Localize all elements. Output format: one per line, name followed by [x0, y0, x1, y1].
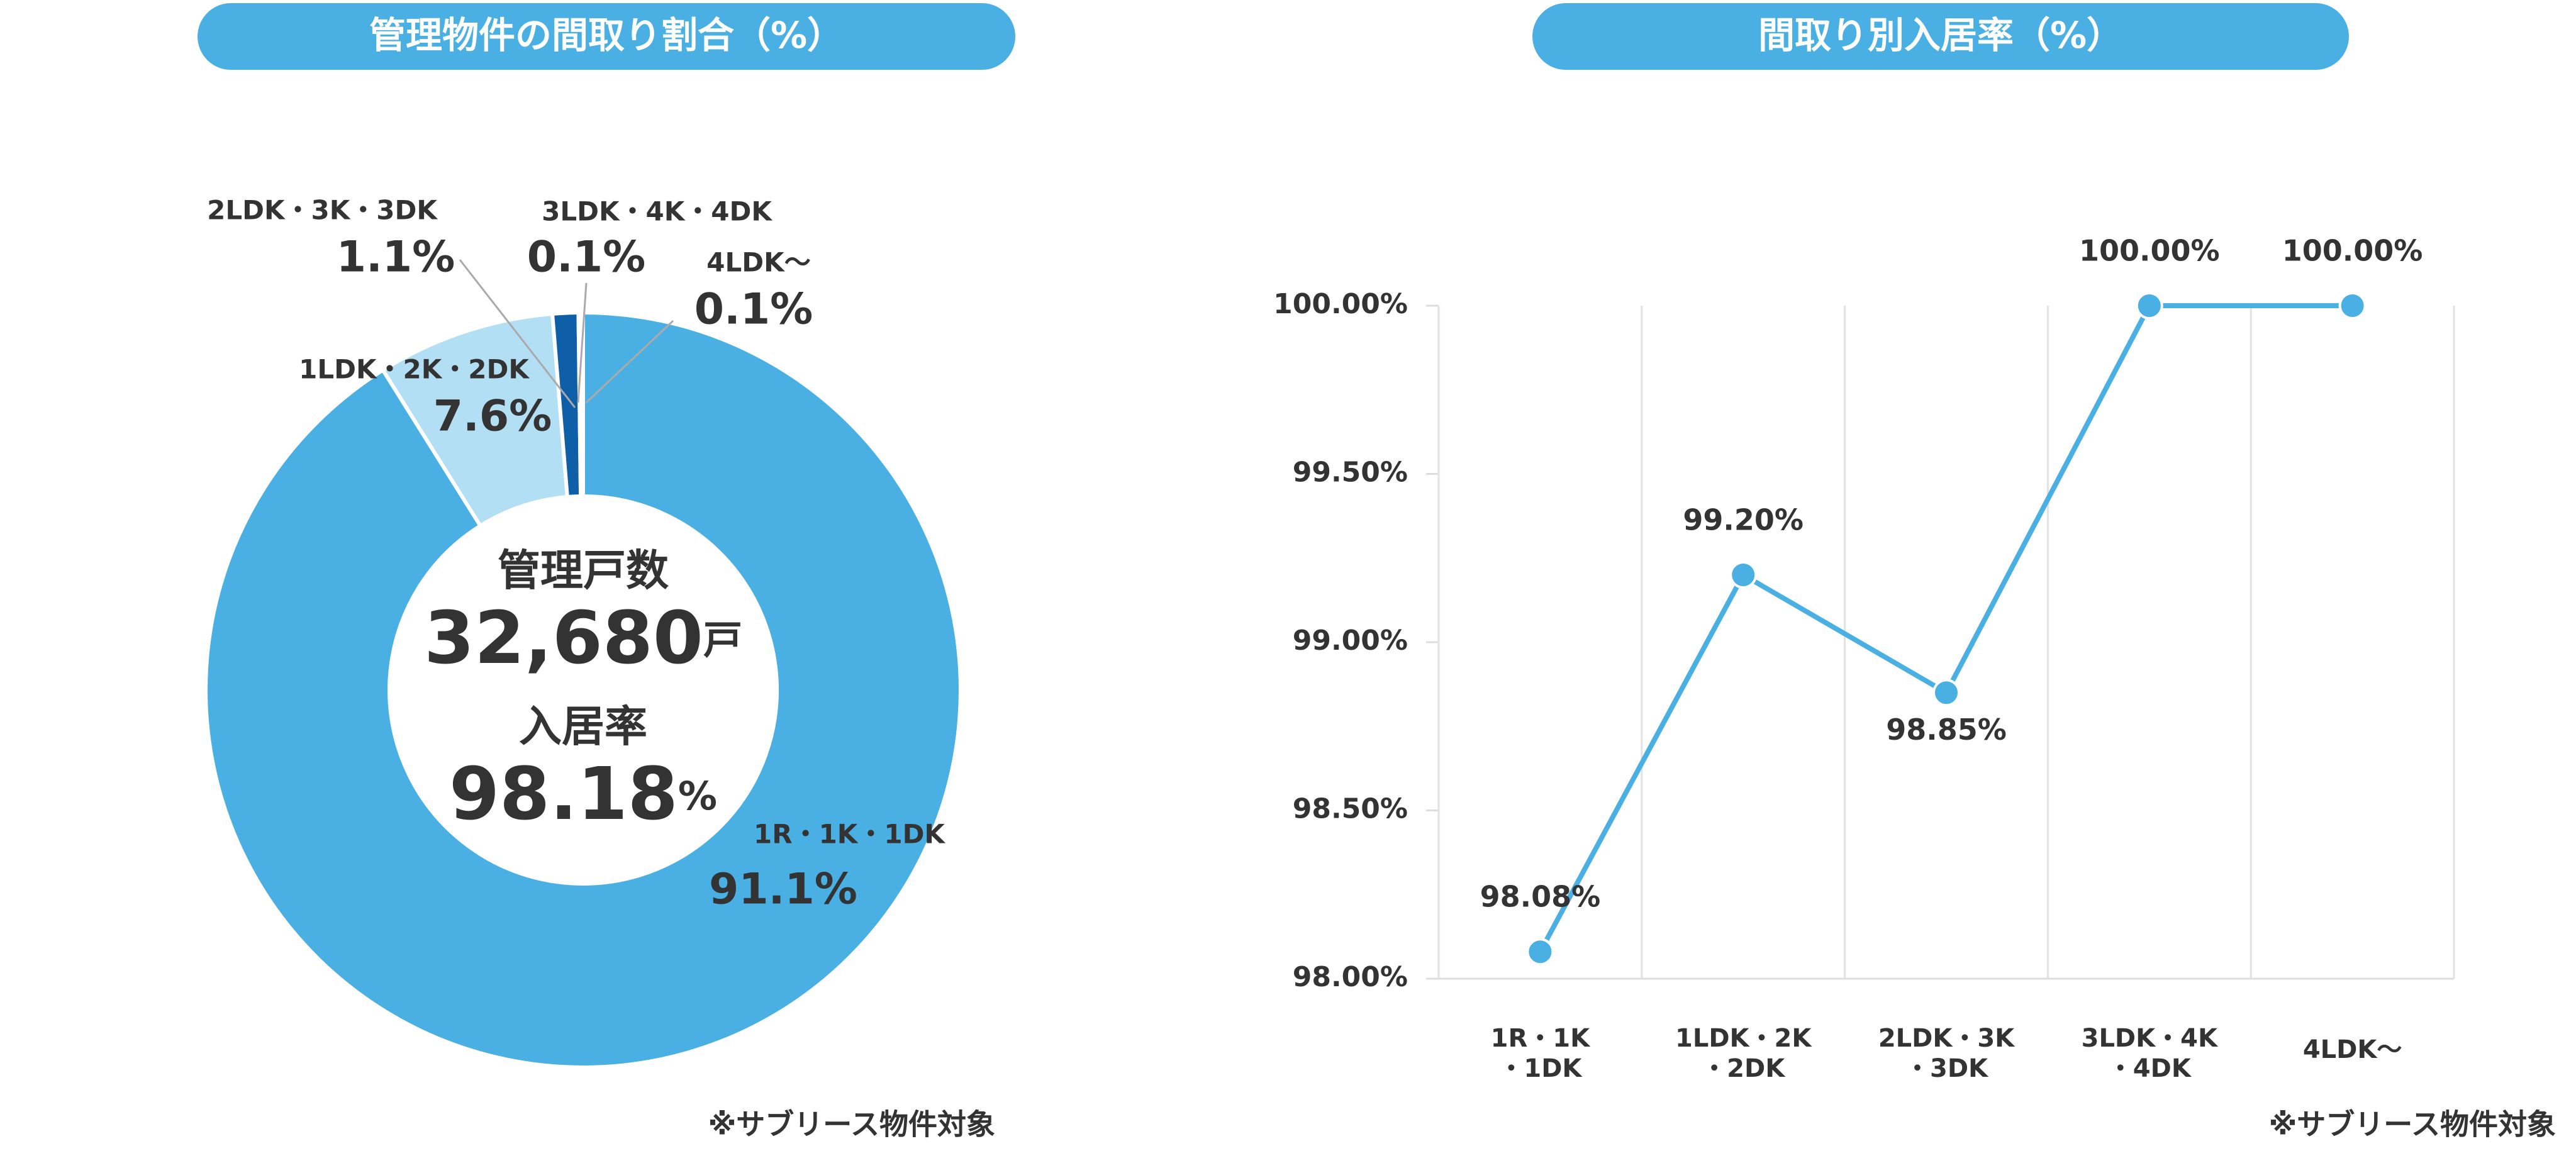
slice-name: 2LDK・3K・3DK [207, 195, 438, 226]
center-label: 入居率 [519, 703, 647, 752]
units-suffix: 戸 [703, 617, 742, 663]
y-tick-label: 100.00% [1273, 288, 1408, 320]
point [1729, 561, 1758, 589]
center-label: 管理戸数 [498, 547, 669, 596]
slice-value: 0.1% [527, 233, 646, 282]
leader-line [459, 259, 576, 408]
x-tick-label: 3LDK・4K ・4DK [2082, 1024, 2219, 1083]
rate-value: 98.18 [449, 752, 678, 837]
leader-line [585, 320, 674, 404]
chart-title: 管理物件の間取り割合（%） [369, 14, 844, 57]
point [1526, 938, 1554, 966]
slice-name: 1LDK・2K・2DK [299, 354, 530, 385]
title-pill [1532, 3, 2349, 70]
units-value: 32,680 [424, 596, 703, 681]
value-label: 99.20% [1683, 503, 1804, 537]
note: ※サブリース物件対象 [708, 1108, 995, 1142]
slice-name: 3LDK・4K・4DK [542, 196, 772, 227]
value-label: 100.00% [2079, 234, 2220, 268]
point [2338, 292, 2367, 320]
chart-title: 間取り別入居率（%） [1758, 14, 2123, 57]
value-label: 100.00% [2282, 234, 2423, 268]
slice-value: 0.1% [694, 285, 813, 335]
slice-value: 91.1% [709, 865, 857, 915]
point [2135, 292, 2163, 320]
donut-slice [204, 310, 962, 1069]
value-label: 98.08% [1480, 880, 1601, 914]
title-pill [198, 3, 1015, 70]
center-value: 32,680戸 [424, 596, 742, 681]
y-tick-label: 98.50% [1293, 793, 1408, 825]
center-value: 98.18% [449, 752, 717, 837]
x-tick-label: 4LDK～ [2303, 1035, 2402, 1064]
rate-suffix: % [678, 773, 717, 819]
note: ※サブリース物件対象 [2269, 1108, 2556, 1142]
slice-name: 1R・1K・1DK [754, 819, 945, 850]
slice-name: 4LDK～ [706, 247, 810, 278]
line [1537, 303, 2353, 954]
point [1932, 679, 1960, 707]
y-tick-label: 98.00% [1293, 961, 1408, 993]
slice-value: 7.6% [433, 392, 552, 442]
leader-line [577, 282, 588, 403]
value-label: 98.85% [1886, 713, 2007, 747]
slice-value: 1.1% [337, 233, 455, 282]
x-tick-label: 2LDK・3K ・3DK [1878, 1024, 2016, 1083]
x-tick-label: 1R・1K ・1DK [1491, 1024, 1591, 1083]
y-tick-label: 99.00% [1293, 625, 1408, 657]
y-tick-label: 99.50% [1293, 457, 1408, 489]
x-tick-label: 1LDK・2K ・2DK [1675, 1024, 1812, 1083]
